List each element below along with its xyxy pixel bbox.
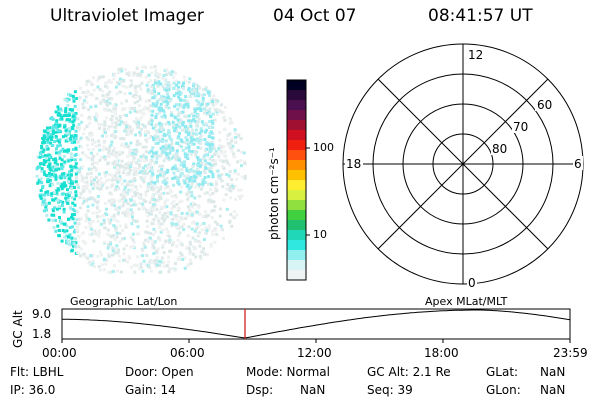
lat-label-80: 80 <box>492 142 507 156</box>
altitude-curve <box>61 309 571 339</box>
colorbar-segment <box>287 170 306 181</box>
colorbar-segment <box>287 240 306 251</box>
colorbar-segment <box>287 90 306 101</box>
uv-image <box>35 65 247 275</box>
mode-info: Mode: Normal <box>246 365 330 379</box>
xtick-2359: 23:59 <box>553 346 588 360</box>
timeline-ymax: 9.0 <box>32 307 51 321</box>
glat-value: NaN <box>540 365 566 379</box>
colorbar-segment <box>287 230 306 241</box>
gain-info: Gain: 14 <box>125 383 176 397</box>
glon-label: GLon: <box>486 383 521 397</box>
door-info: Door: Open <box>125 365 194 379</box>
colorbar-segment <box>287 250 306 261</box>
xtick-0600: 06:00 <box>170 346 205 360</box>
seq-info: Seq: 39 <box>367 383 413 397</box>
polar-diagonal-2 <box>377 78 549 250</box>
colorbar-segment <box>287 190 306 201</box>
colorbar-segment <box>287 80 306 91</box>
filter-info: Flt: LBHL <box>10 365 64 379</box>
colorbar-segment <box>287 150 306 161</box>
xtick-0000: 00:00 <box>42 346 77 360</box>
timeline-ymin: 1.8 <box>32 327 51 341</box>
colorbar-segment <box>287 220 306 231</box>
time-label: 08:41:57 UT <box>428 6 533 26</box>
instrument-title: Ultraviolet Imager <box>50 6 204 26</box>
colorbar-segment <box>287 180 306 191</box>
lat-label-60: 60 <box>537 98 552 112</box>
mlt-label-6: 6 <box>574 157 582 171</box>
dsp-label: Dsp: <box>246 383 274 397</box>
mlt-label-12: 12 <box>468 48 483 62</box>
timeline-panel <box>61 308 571 343</box>
colorbar-frame <box>286 79 307 281</box>
colorbar-label-100: 100 <box>313 141 334 154</box>
timeline-right-caption: Apex MLat/MLT <box>425 295 508 308</box>
lat-label-70: 70 <box>513 120 528 134</box>
colorbar-label-10: 10 <box>313 228 327 241</box>
glon-value: NaN <box>540 383 566 397</box>
colorbar-segment <box>287 120 306 131</box>
timeline-left-caption: Geographic Lat/Lon <box>70 295 177 308</box>
glat-label: GLat: <box>486 365 519 379</box>
colorbar-segment <box>287 160 306 171</box>
timeline-frame <box>61 308 571 340</box>
mlt-label-0: 0 <box>468 276 476 290</box>
colorbar-segment <box>287 210 306 221</box>
color-bar <box>286 79 307 281</box>
timeline-y-label: GC Alt <box>11 310 25 348</box>
gc-alt-info: GC Alt: 2.1 Re <box>367 365 451 379</box>
date-label: 04 Oct 07 <box>273 6 357 26</box>
colorbar-segment <box>287 140 306 151</box>
colorbar-segment <box>287 200 306 211</box>
colorbar-segment <box>287 130 306 141</box>
xtick-1200: 12:00 <box>297 346 332 360</box>
colorbar-segment <box>287 100 306 111</box>
colorbar-segment <box>287 260 306 271</box>
polar-grid <box>342 43 584 285</box>
colorbar-segment <box>287 270 306 281</box>
colorbar-segment <box>287 110 306 121</box>
xtick-1800: 18:00 <box>424 346 459 360</box>
dsp-value: NaN <box>300 383 326 397</box>
mlt-label-18: 18 <box>346 157 361 171</box>
colorbar-units: photon cm⁻²s⁻¹ <box>267 147 281 240</box>
ip-info: IP: 36.0 <box>10 383 56 397</box>
